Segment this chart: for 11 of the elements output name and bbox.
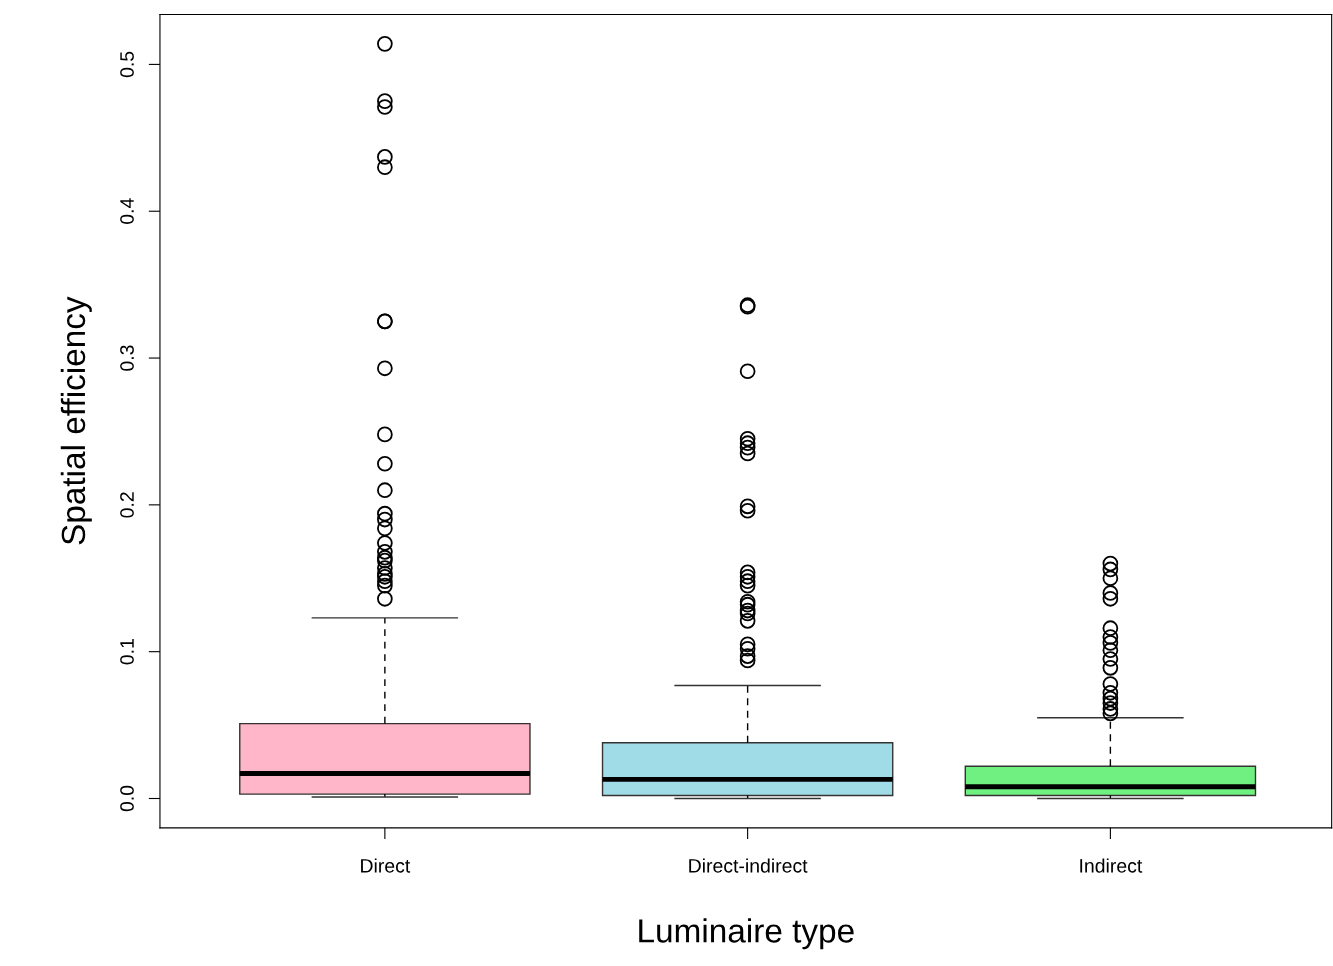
y-axis-title: Spatial efficiency [60,296,92,545]
x-tick-label: Direct-indirect [689,858,808,873]
x-tick-label: Direct [361,858,411,873]
y-tick-label: 0.3 [120,345,134,371]
y-tick-label: 0.4 [120,198,134,224]
y-tick-label: 0.0 [120,785,134,812]
y-tick-label: 0.1 [120,639,134,665]
y-tick-label: 0.5 [120,51,134,78]
y-tick-label: 0.2 [120,492,134,518]
x-axis-title: Luminaire type [639,918,854,950]
x-tick-label: Indirect [1080,858,1143,873]
